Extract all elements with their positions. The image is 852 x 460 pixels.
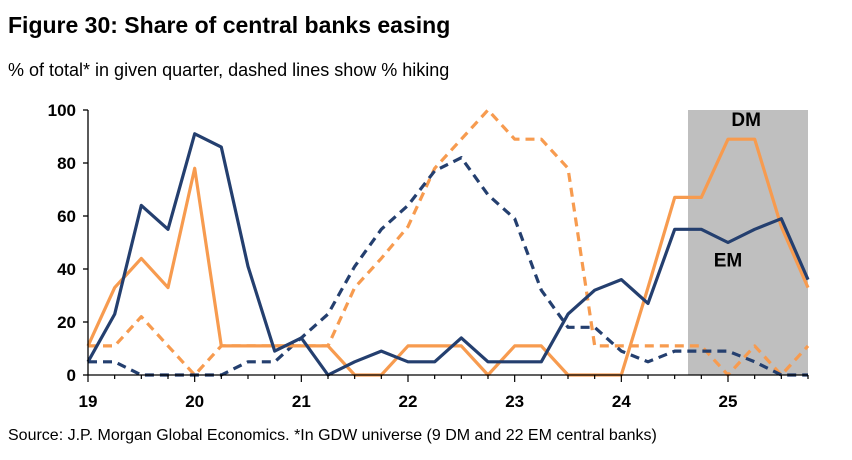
y-tick-label: 60 (57, 207, 76, 226)
series-line-em-easing (86, 132, 810, 377)
x-tick-label: 20 (185, 392, 204, 411)
y-tick-label: 100 (48, 101, 76, 120)
series-annotation-em: EM (714, 250, 743, 271)
y-tick-label: 0 (67, 366, 76, 385)
chart-subtitle: % of total* in given quarter, dashed lin… (8, 60, 450, 80)
x-tick-label: 22 (399, 392, 418, 411)
source-note: Source: J.P. Morgan Global Economics. *I… (8, 427, 657, 444)
y-tick-label: 20 (57, 313, 76, 332)
x-tick-label: 25 (719, 392, 738, 411)
x-tick-label: 19 (79, 392, 98, 411)
y-tick-label: 80 (57, 154, 76, 173)
x-tick-label: 24 (612, 392, 631, 411)
series-line-dm-easing (86, 137, 810, 377)
x-tick-label: 23 (505, 392, 524, 411)
x-tick-label: 21 (292, 392, 311, 411)
chart-title: Figure 30: Share of central banks easing (8, 12, 451, 38)
y-tick-label: 40 (57, 260, 76, 279)
series-annotation-dm: DM (731, 110, 761, 131)
